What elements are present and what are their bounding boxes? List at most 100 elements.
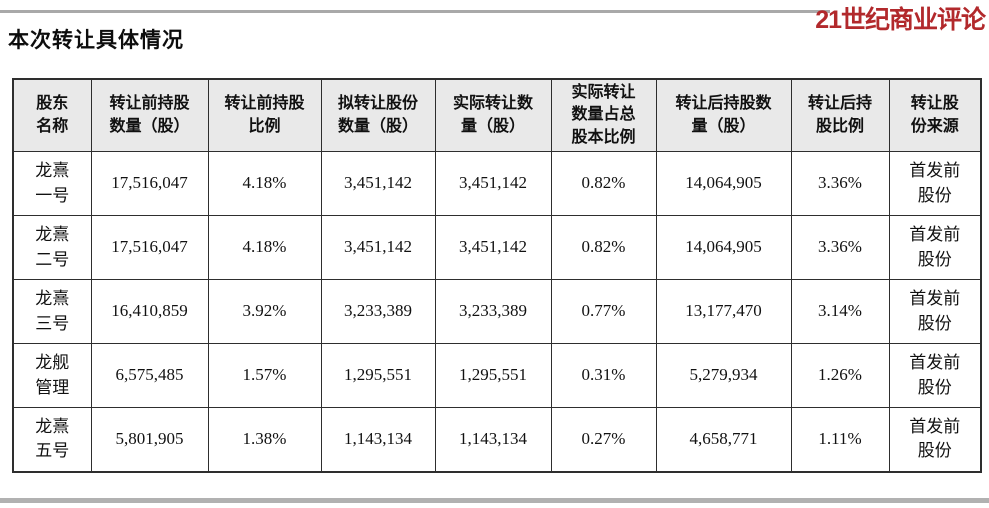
cell-text-line: 1.38% (242, 429, 287, 449)
table-cell: 3,233,389 (434, 279, 552, 345)
cell-text-line: 比例 (248, 117, 281, 135)
table-cell: 1,295,551 (320, 343, 436, 409)
cell-text-line: 4,658,771 (689, 429, 758, 449)
cell-text-line: 首发前 (909, 225, 961, 245)
table-cell: 6,575,485 (90, 343, 209, 409)
table-header-cell: 拟转让股份数量（股） (320, 78, 436, 153)
cell-text-line: 龙熹 (35, 289, 70, 309)
table-cell: 17,516,047 (90, 151, 209, 217)
cell-text-line: 3,451,142 (344, 237, 412, 257)
table-cell: 1,143,134 (434, 407, 552, 473)
table-row: 龙熹五号 5,801,905 1.38% 1,143,134 1,143,134 0.27… (12, 407, 982, 473)
table-cell: 龙舰 管理 (12, 343, 92, 409)
table-cell: 17,516,047 (90, 215, 209, 281)
cell-text-line: 转让股 (910, 95, 959, 113)
cell-text-line: 股比例 (815, 117, 864, 135)
table-cell: 龙熹 三号 (12, 279, 92, 345)
table-cell: 1,143,134 (320, 407, 436, 473)
cell-text-line: 转让前持股 (224, 95, 305, 113)
table-cell: 3.36% (790, 151, 890, 217)
cell-text-line: 6,575,485 (115, 365, 184, 385)
table-cell: 3,451,142 (320, 215, 436, 281)
cell-text-line: 数量（股） (337, 117, 418, 135)
table-cell: 0.82% (550, 151, 657, 217)
cell-text-line: 3.14% (818, 301, 862, 321)
cell-text-line: 3.36% (818, 173, 862, 193)
table-cell: 首发前 股份 (888, 151, 982, 217)
table-cell: 14,064,905 (655, 151, 792, 217)
cell-text-line: 1.26% (818, 365, 862, 385)
cell-text-line: 数量占总 (571, 106, 636, 124)
table-cell: 龙熹 五号 (12, 407, 92, 473)
cell-text-line: 量（股） (691, 117, 756, 135)
cell-text-line: 3,451,142 (459, 237, 527, 257)
table-cell: 3,451,142 (434, 151, 552, 217)
cell-text-line: 转让前持股 (109, 95, 190, 113)
cell-text-line: 龙舰 (35, 353, 70, 373)
table-cell: 龙熹 一号 (12, 151, 92, 217)
transfer-table: 股东 名称 转让前持股 数量（股） 转让前持股 比例 拟转让股份 数量（股） 实际转让数 量（股）… (12, 78, 982, 473)
table-cell: 1,295,551 (434, 343, 552, 409)
table-cell: 首发前 股份 (888, 279, 982, 345)
table-cell: 4,658,771 (655, 407, 792, 473)
table-cell: 0.77% (550, 279, 657, 345)
cell-text-line: 一号 (35, 185, 70, 205)
cell-text-line: 5,801,905 (115, 429, 184, 449)
cell-text-line: 龙熹 (35, 225, 70, 245)
cell-text-line: 首发前 (909, 416, 961, 436)
cell-text-line: 股本比例 (571, 128, 636, 146)
table-cell: 0.31% (550, 343, 657, 409)
cell-text-line: 4.18% (242, 173, 287, 193)
cell-text-line: 实际转让 (571, 84, 636, 101)
cell-text-line: 量（股） (460, 117, 525, 135)
cell-text-line: 转让后持股数 (675, 95, 772, 113)
cell-text-line: 二号 (35, 249, 70, 269)
cell-text-line: 拟转让股份 (337, 95, 418, 113)
table-cell: 3.92% (207, 279, 322, 345)
table-cell: 5,279,934 (655, 343, 792, 409)
table-cell: 龙熹 二号 (12, 215, 92, 281)
cell-text-line: 1,143,134 (344, 429, 412, 449)
table-header-cell: 转让前持股 比例 (207, 78, 322, 153)
table-header-row: 股东 名称 转让前持股 数量（股） 转让前持股 比例 拟转让股份 数量（股） 实际转让数 量（股）… (12, 78, 982, 153)
table-row: 龙熹 二号 17,516,047 4.18% 3,451,142 3,451,142 0.8… (12, 215, 982, 281)
cell-text-line: 4.18% (242, 237, 287, 257)
cell-text-line: 股份 (917, 441, 952, 461)
cell-text-line: 龙熹 (35, 416, 70, 436)
table-cell: 3,451,142 (434, 215, 552, 281)
cell-text-line: 3,233,389 (344, 301, 412, 321)
table-header-cell: 实际转让数量（股） (434, 78, 552, 153)
cell-text-line: 3,451,142 (459, 173, 527, 193)
transfer-table-container: 股东 名称 转让前持股 数量（股） 转让前持股 比例 拟转让股份 数量（股） 实际转让数 量（股）… (12, 78, 982, 473)
table-header-cell: 股东 名称 (12, 78, 92, 153)
table-cell: 13,177,470 (655, 279, 792, 345)
cell-text-line: 管理 (35, 377, 70, 397)
brand-logo: 21世纪商业评论 (815, 6, 986, 34)
bottom-divider-line (0, 498, 989, 503)
cell-text-line: 五号 (35, 441, 70, 461)
cell-text-line: 龙熹 (35, 161, 70, 181)
cell-text-line: 股份 (917, 249, 952, 269)
cell-text-line: 1,295,551 (344, 365, 412, 385)
table-cell: 16,410,859 (90, 279, 209, 345)
cell-text-line: 14,064,905 (685, 237, 762, 257)
table-cell: 14,064,905 (655, 215, 792, 281)
cell-text-line: 1.11% (818, 429, 862, 449)
table-cell: 3,451,142 (320, 151, 436, 217)
cell-text-line: 股份 (917, 185, 952, 205)
table-cell: 4.18% (207, 215, 322, 281)
cell-text-line: 3.92% (242, 301, 287, 321)
table-cell: 4.18% (207, 151, 322, 217)
cell-text-line: 17,516,047 (111, 173, 188, 193)
cell-text-line: 1,143,134 (459, 429, 527, 449)
cell-text-line: 首发前 (909, 289, 961, 309)
table-cell: 首发前 股份 (888, 215, 982, 281)
table-header-cell: 转让后持 股比例 (790, 78, 890, 153)
cell-text-line: 实际转让数 (452, 95, 533, 113)
cell-text-line: 股份 (917, 313, 952, 333)
cell-text-line: 1,295,551 (459, 365, 527, 385)
cell-text-line: 16,410,859 (111, 301, 188, 321)
table-cell: 1.11% (790, 407, 890, 473)
table-cell: 3,233,389 (320, 279, 436, 345)
table-cell: 0.27% (550, 407, 657, 473)
